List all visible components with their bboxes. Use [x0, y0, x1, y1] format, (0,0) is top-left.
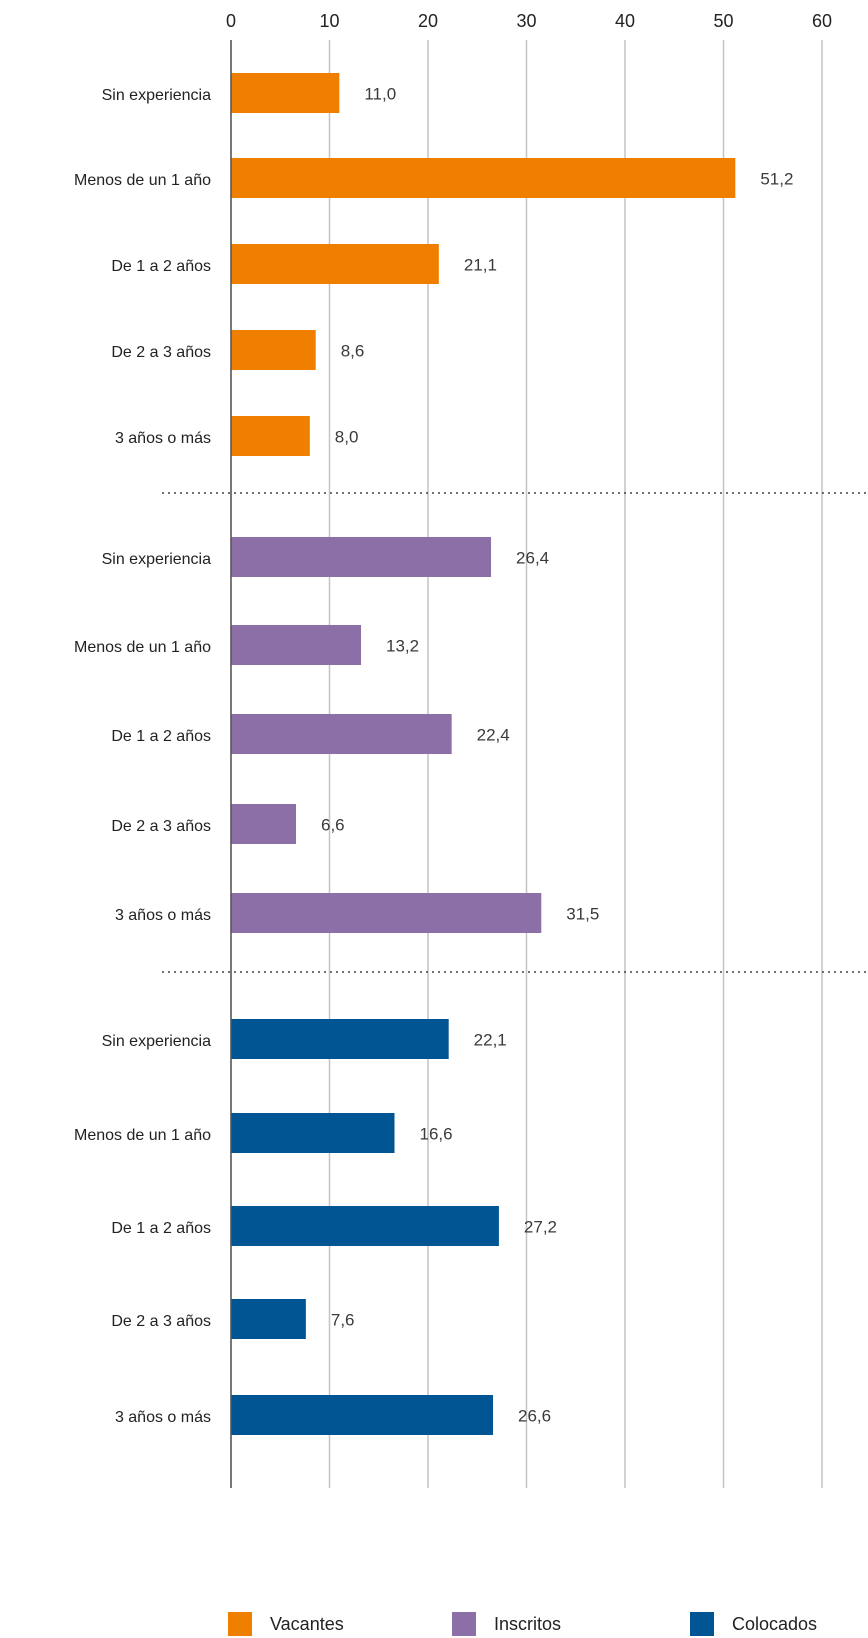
value-label: 51,2 — [760, 169, 793, 188]
bar — [231, 625, 362, 665]
legend-swatch — [228, 1612, 252, 1636]
value-label: 6,6 — [321, 815, 345, 834]
bar — [231, 804, 297, 844]
category-label: Menos de un 1 año — [74, 172, 211, 189]
x-tick-label: 0 — [226, 11, 236, 31]
value-label: 8,6 — [341, 341, 365, 360]
value-label: 21,1 — [464, 255, 497, 274]
value-label: 13,2 — [386, 636, 419, 655]
value-label: 22,4 — [477, 725, 510, 744]
bar — [231, 893, 542, 933]
bar — [231, 1206, 499, 1246]
value-label: 22,1 — [474, 1030, 507, 1049]
legend-swatch — [690, 1612, 714, 1636]
x-tick-label: 30 — [516, 11, 536, 31]
bar — [231, 714, 452, 754]
bar — [231, 73, 340, 113]
bar — [231, 158, 736, 198]
value-label: 26,6 — [518, 1406, 551, 1425]
bar — [231, 1299, 306, 1339]
category-label: 3 años o más — [115, 1409, 211, 1426]
bar — [231, 1019, 449, 1059]
value-label: 26,4 — [516, 548, 549, 567]
legend-swatch — [452, 1612, 476, 1636]
bar — [231, 330, 316, 370]
category-label: De 2 a 3 años — [111, 818, 211, 835]
bar — [231, 1395, 494, 1435]
category-label: 3 años o más — [115, 430, 211, 447]
category-label: De 1 a 2 años — [111, 258, 211, 275]
x-tick-label: 20 — [418, 11, 438, 31]
legend-label: Vacantes — [270, 1614, 344, 1634]
category-label: Sin experiencia — [102, 551, 212, 568]
category-label: Sin experiencia — [102, 1033, 212, 1050]
x-tick-label: 10 — [319, 11, 339, 31]
value-label: 11,0 — [364, 84, 396, 103]
category-label: Menos de un 1 año — [74, 1127, 211, 1144]
category-label: De 1 a 2 años — [111, 728, 211, 745]
value-label: 31,5 — [566, 904, 599, 923]
value-label: 8,0 — [335, 427, 359, 446]
bar — [231, 416, 310, 456]
x-tick-label: 50 — [713, 11, 733, 31]
x-tick-label: 40 — [615, 11, 635, 31]
category-label: De 2 a 3 años — [111, 344, 211, 361]
bar — [231, 244, 439, 284]
category-label: De 1 a 2 años — [111, 1220, 211, 1237]
category-label: Menos de un 1 año — [74, 639, 211, 656]
value-label: 27,2 — [524, 1217, 557, 1236]
category-label: Sin experiencia — [102, 87, 212, 104]
legend-label: Colocados — [732, 1614, 817, 1634]
x-tick-label: 60 — [812, 11, 832, 31]
bar — [231, 1113, 395, 1153]
legend-label: Inscritos — [494, 1614, 561, 1634]
value-label: 16,6 — [420, 1124, 453, 1143]
value-label: 7,6 — [331, 1310, 355, 1329]
category-label: 3 años o más — [115, 907, 211, 924]
bar — [231, 537, 492, 577]
category-label: De 2 a 3 años — [111, 1313, 211, 1330]
